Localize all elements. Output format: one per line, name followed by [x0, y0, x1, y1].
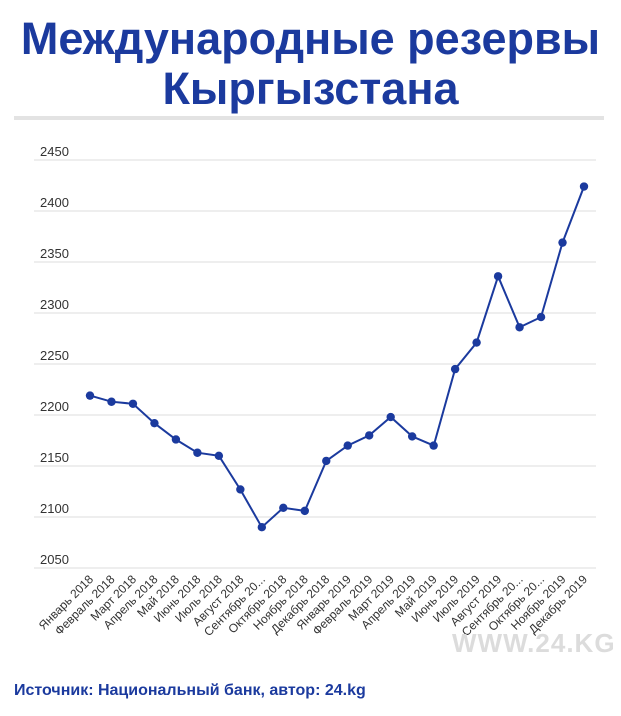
data-point: [472, 338, 481, 347]
y-tick-label: 2400: [40, 195, 69, 210]
data-point: [236, 485, 245, 494]
data-point: [386, 412, 395, 422]
data-point: [85, 391, 95, 400]
y-tick-label: 2200: [40, 399, 69, 414]
data-point: [257, 523, 267, 532]
data-point: [322, 456, 331, 466]
data-point: [300, 506, 309, 516]
data-point: [365, 431, 374, 440]
y-tick-label: 2450: [40, 144, 69, 159]
y-tick-label: 2250: [40, 348, 69, 363]
chart-title: Международные резервы Кыргызстана: [0, 14, 621, 114]
data-point: [150, 418, 159, 428]
y-tick-label: 2050: [40, 552, 69, 567]
data-point: [450, 364, 460, 374]
data-point: [128, 399, 138, 408]
chart-title-line-2: Кыргызстана: [162, 63, 459, 114]
data-point: [193, 448, 202, 457]
y-tick-label: 2100: [40, 501, 69, 516]
data-point: [279, 503, 288, 513]
data-point: [107, 397, 116, 406]
data-point: [493, 272, 503, 281]
data-point: [515, 323, 524, 332]
y-tick-label: 2150: [40, 450, 69, 465]
data-point: [214, 451, 224, 460]
data-point: [343, 441, 352, 450]
data-point: [407, 432, 417, 441]
data-point: [536, 312, 546, 322]
data-point: [171, 435, 181, 444]
chart-title-line-1: Международные резервы: [20, 13, 601, 64]
data-point: [429, 441, 438, 450]
title-divider: [14, 116, 604, 120]
watermark: WWW.24.KG: [452, 628, 616, 658]
y-tick-label: 2350: [40, 246, 69, 261]
line-chart: 205021002150220022502300235024002450Янва…: [34, 144, 596, 639]
series-line: [89, 186, 585, 529]
y-tick-label: 2300: [40, 297, 69, 312]
data-point: [558, 238, 567, 247]
data-point: [579, 182, 589, 191]
source-note: Источник: Национальный банк, автор: 24.k…: [14, 682, 366, 699]
